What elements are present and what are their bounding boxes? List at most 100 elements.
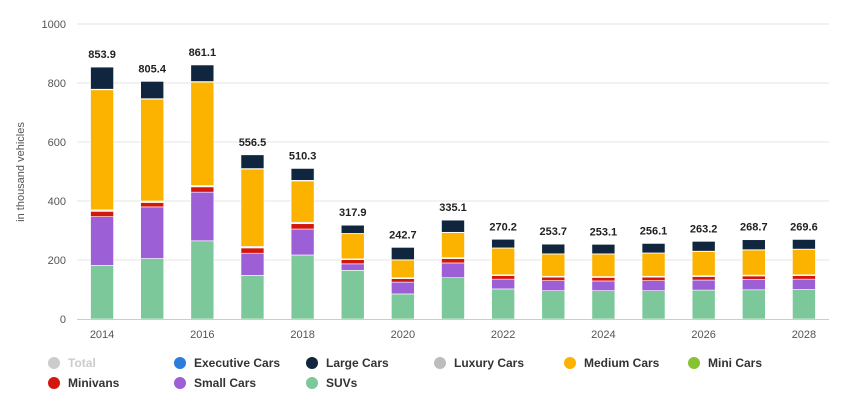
bar-minivans-2017[interactable] — [240, 247, 265, 254]
bar-group-2027[interactable] — [741, 239, 766, 320]
bar-group-2014[interactable] — [90, 66, 114, 320]
bar-medium-cars-2017[interactable] — [240, 168, 265, 247]
bar-group-2016[interactable] — [190, 64, 215, 320]
bar-medium-cars-2019[interactable] — [340, 233, 365, 260]
bar-minivans-2024[interactable] — [591, 277, 616, 282]
bar-small-cars-2024[interactable] — [591, 280, 616, 291]
bar-group-2024[interactable] — [591, 244, 616, 320]
bar-minivans-2023[interactable] — [541, 276, 566, 281]
bar-small-cars-2015[interactable] — [140, 206, 164, 259]
legend-item-luxury-cars[interactable]: Luxury Cars — [434, 356, 524, 370]
bar-medium-cars-2027[interactable] — [741, 249, 766, 276]
bar-suvs-2024[interactable] — [591, 290, 616, 320]
bar-minivans-2028[interactable] — [792, 275, 816, 280]
bar-suvs-2016[interactable] — [190, 240, 215, 320]
bar-group-2026[interactable] — [691, 241, 716, 320]
bar-suvs-2020[interactable] — [391, 293, 415, 320]
bar-suvs-2017[interactable] — [240, 275, 265, 320]
bar-group-2025[interactable] — [641, 243, 666, 320]
bar-large-cars-2017[interactable] — [240, 154, 265, 169]
bar-medium-cars-2021[interactable] — [441, 232, 465, 258]
bar-suvs-2023[interactable] — [541, 290, 566, 320]
bar-small-cars-2026[interactable] — [691, 279, 716, 291]
bar-large-cars-2024[interactable] — [591, 244, 616, 255]
bar-suvs-2025[interactable] — [641, 290, 666, 320]
bar-small-cars-2016[interactable] — [190, 191, 215, 242]
bar-large-cars-2021[interactable] — [441, 219, 465, 233]
bar-small-cars-2019[interactable] — [340, 263, 365, 271]
legend-item-minivans[interactable]: Minivans — [48, 376, 119, 390]
bar-medium-cars-2015[interactable] — [140, 98, 164, 202]
bar-medium-cars-2023[interactable] — [541, 253, 566, 277]
bar-large-cars-2018[interactable] — [290, 168, 315, 181]
bar-medium-cars-2014[interactable] — [90, 89, 114, 211]
bar-group-2020[interactable] — [391, 247, 415, 320]
bar-suvs-2028[interactable] — [792, 289, 816, 320]
bar-medium-cars-2024[interactable] — [591, 253, 616, 277]
bar-medium-cars-2028[interactable] — [792, 249, 816, 276]
legend-item-suvs[interactable]: SUVs — [306, 376, 357, 390]
bar-suvs-2014[interactable] — [90, 265, 114, 320]
bar-minivans-2014[interactable] — [90, 211, 114, 217]
bar-medium-cars-2026[interactable] — [691, 251, 716, 276]
bar-small-cars-2021[interactable] — [441, 262, 465, 279]
bar-suvs-2021[interactable] — [441, 277, 465, 320]
bar-large-cars-2019[interactable] — [340, 224, 365, 234]
legend-item-medium-cars[interactable]: Medium Cars — [564, 356, 659, 370]
bar-suvs-2015[interactable] — [140, 258, 164, 320]
bar-large-cars-2025[interactable] — [641, 243, 666, 254]
bar-small-cars-2017[interactable] — [240, 252, 265, 276]
bar-small-cars-2020[interactable] — [391, 281, 415, 295]
bar-large-cars-2023[interactable] — [541, 243, 566, 255]
bar-suvs-2022[interactable] — [491, 288, 515, 320]
bar-group-2017[interactable] — [240, 154, 265, 320]
bar-suvs-2018[interactable] — [290, 254, 315, 320]
bar-minivans-2026[interactable] — [691, 276, 716, 281]
legend-item-executive-cars[interactable]: Executive Cars — [174, 356, 280, 370]
bar-minivans-2020[interactable] — [391, 278, 415, 283]
legend-item-mini-cars[interactable]: Mini Cars — [688, 356, 762, 370]
bar-minivans-2016[interactable] — [190, 186, 215, 193]
bar-group-2015[interactable] — [140, 81, 164, 320]
legend-item-total[interactable]: Total — [48, 356, 96, 370]
bar-medium-cars-2018[interactable] — [290, 180, 315, 223]
bar-group-2022[interactable] — [491, 238, 515, 320]
bar-suvs-2027[interactable] — [741, 289, 766, 320]
bar-minivans-2019[interactable] — [340, 259, 365, 265]
bar-small-cars-2023[interactable] — [541, 280, 566, 291]
bar-large-cars-2020[interactable] — [391, 247, 415, 261]
bar-small-cars-2025[interactable] — [641, 280, 666, 291]
bar-suvs-2019[interactable] — [340, 270, 365, 320]
bar-minivans-2025[interactable] — [641, 276, 666, 281]
bar-small-cars-2022[interactable] — [491, 278, 515, 290]
bar-minivans-2015[interactable] — [140, 202, 164, 208]
bar-large-cars-2027[interactable] — [741, 239, 766, 250]
bar-small-cars-2018[interactable] — [290, 228, 315, 256]
bar-group-2023[interactable] — [541, 243, 566, 320]
bar-small-cars-2028[interactable] — [792, 278, 816, 290]
bar-group-2019[interactable] — [340, 224, 365, 320]
bar-group-2028[interactable] — [792, 239, 816, 320]
bar-medium-cars-2022[interactable] — [491, 247, 515, 276]
bar-medium-cars-2025[interactable] — [641, 252, 666, 277]
bar-minivans-2022[interactable] — [491, 275, 515, 280]
legend-item-small-cars[interactable]: Small Cars — [174, 376, 256, 390]
bar-large-cars-2026[interactable] — [691, 241, 716, 252]
y-tick-label-600: 600 — [48, 137, 66, 149]
bar-medium-cars-2016[interactable] — [190, 81, 215, 186]
legend-item-large-cars[interactable]: Large Cars — [306, 356, 389, 370]
bar-large-cars-2016[interactable] — [190, 64, 215, 82]
bar-medium-cars-2020[interactable] — [391, 259, 415, 279]
bar-large-cars-2022[interactable] — [491, 238, 515, 249]
bar-group-2021[interactable] — [441, 219, 465, 320]
bar-small-cars-2014[interactable] — [90, 216, 114, 266]
bar-suvs-2026[interactable] — [691, 289, 716, 320]
bar-minivans-2021[interactable] — [441, 258, 465, 264]
bar-minivans-2018[interactable] — [290, 223, 315, 230]
bar-large-cars-2014[interactable] — [90, 66, 114, 90]
bar-small-cars-2027[interactable] — [741, 279, 766, 291]
bar-minivans-2027[interactable] — [741, 275, 766, 280]
bar-group-2018[interactable] — [290, 168, 315, 320]
bar-large-cars-2028[interactable] — [792, 239, 816, 250]
bar-large-cars-2015[interactable] — [140, 81, 164, 99]
